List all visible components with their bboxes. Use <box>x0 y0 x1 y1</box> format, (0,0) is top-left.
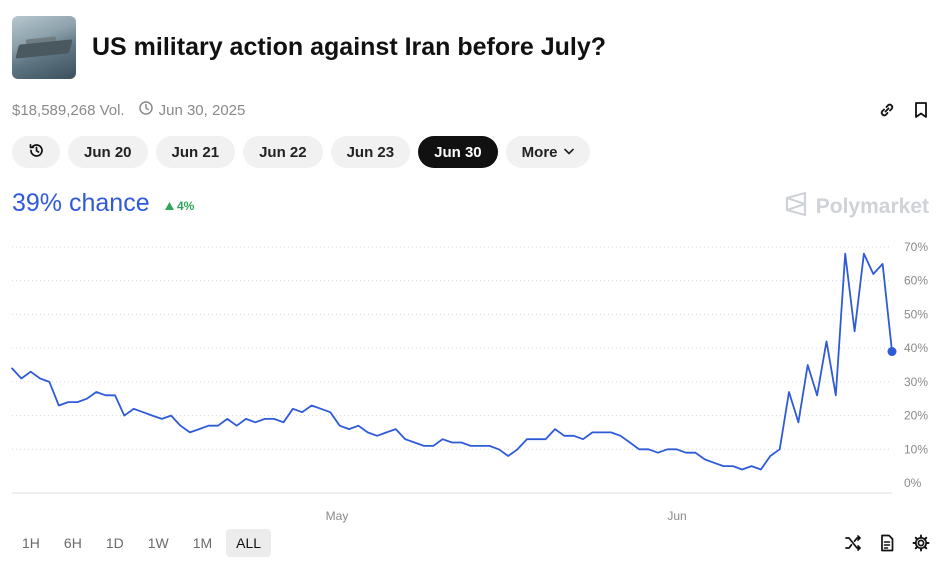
up-triangle-icon <box>165 199 174 213</box>
delta-text: 4% <box>177 199 195 213</box>
price-chart: 0% 10% 20% 30% 40% 50% 60% 70% May Jun <box>11 240 928 523</box>
series-endpoint <box>887 347 897 357</box>
bookmark-icon[interactable] <box>911 100 931 120</box>
y-tick-label: 40% <box>904 341 928 355</box>
y-tick-label: 70% <box>904 240 928 254</box>
more-label: More <box>521 143 558 161</box>
date-pill-jun-20[interactable]: Jun 20 <box>68 136 148 168</box>
time-range-selector: 1H 6H 1D 1W 1M ALL <box>12 529 272 557</box>
date-pill-jun-30[interactable]: Jun 30 <box>418 136 498 168</box>
polymarket-logo-icon <box>784 191 808 223</box>
range-1w[interactable]: 1W <box>147 535 169 551</box>
range-all[interactable]: ALL <box>226 529 272 557</box>
market-title: US military action against Iran before J… <box>92 33 607 61</box>
market-meta: $18,589,268 Vol. Jun 30, 2025 <box>12 101 245 119</box>
history-button[interactable] <box>12 136 60 168</box>
y-tick-label: 30% <box>904 375 928 389</box>
clock-icon <box>138 101 153 119</box>
polymarket-logo: Polymarket <box>784 191 929 223</box>
gear-icon[interactable] <box>911 533 931 553</box>
chance-value: 39% chance <box>12 189 150 217</box>
range-1m[interactable]: 1M <box>192 535 213 551</box>
series-line <box>11 252 893 471</box>
x-tick-label: May <box>326 509 349 523</box>
shuffle-icon[interactable] <box>843 533 863 553</box>
range-6h[interactable]: 6H <box>63 535 82 551</box>
y-tick-label: 0% <box>904 476 922 490</box>
range-1d[interactable]: 1D <box>105 535 124 551</box>
thumbnail-ship <box>15 39 73 59</box>
y-tick-label: 60% <box>904 274 928 288</box>
link-icon[interactable] <box>877 100 897 120</box>
market-thumbnail <box>12 16 76 79</box>
document-icon[interactable] <box>877 533 897 553</box>
date-pill-jun-21[interactable]: Jun 21 <box>155 136 236 168</box>
header-actions <box>877 100 931 120</box>
y-tick-label: 10% <box>904 442 928 456</box>
y-tick-label: 50% <box>904 307 928 321</box>
end-date-text: Jun 30, 2025 <box>158 101 246 119</box>
brand-name: Polymarket <box>815 195 929 218</box>
chevron-down-icon <box>563 146 574 158</box>
more-button[interactable]: More <box>505 136 590 168</box>
volume-text: $18,589,268 Vol. <box>12 101 125 119</box>
history-icon <box>28 142 45 163</box>
date-pills: Jun 20 Jun 21 Jun 22 Jun 23 Jun 30 More <box>12 136 590 168</box>
chance-delta: 4% <box>165 199 194 213</box>
date-pill-jun-22[interactable]: Jun 22 <box>243 136 323 168</box>
range-1h[interactable]: 1H <box>22 535 40 551</box>
date-pill-jun-23[interactable]: Jun 23 <box>330 136 411 168</box>
chart-tools <box>843 533 931 553</box>
y-tick-label: 20% <box>904 409 928 423</box>
x-tick-label: Jun <box>667 509 686 523</box>
